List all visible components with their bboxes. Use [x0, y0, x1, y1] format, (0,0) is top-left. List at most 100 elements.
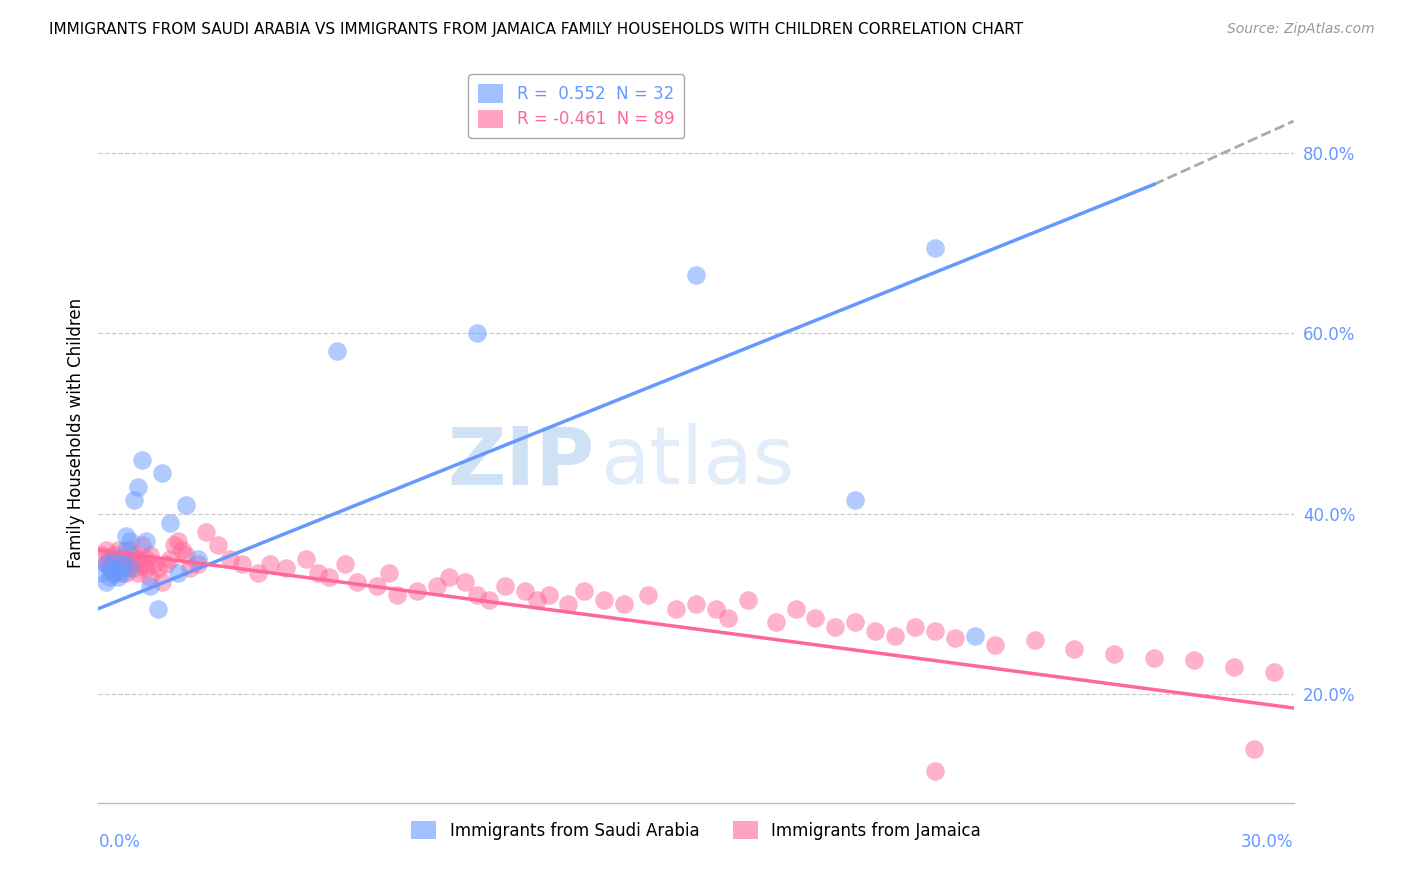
Text: IMMIGRANTS FROM SAUDI ARABIA VS IMMIGRANTS FROM JAMAICA FAMILY HOUSEHOLDS WITH C: IMMIGRANTS FROM SAUDI ARABIA VS IMMIGRAN… — [49, 22, 1024, 37]
Point — [274, 561, 297, 575]
Point — [187, 557, 209, 571]
Point — [1182, 653, 1205, 667]
Point — [904, 620, 927, 634]
Point — [115, 543, 138, 558]
Point — [139, 548, 162, 562]
Legend: Immigrants from Saudi Arabia, Immigrants from Jamaica: Immigrants from Saudi Arabia, Immigrants… — [405, 814, 987, 847]
Point — [131, 452, 153, 467]
Text: 30.0%: 30.0% — [1241, 833, 1294, 851]
Point — [844, 493, 866, 508]
Point — [737, 592, 759, 607]
Point — [135, 533, 157, 548]
Point — [704, 601, 727, 615]
Point — [96, 557, 118, 571]
Point — [637, 588, 659, 602]
Point — [785, 601, 807, 615]
Point — [135, 561, 157, 575]
Point — [924, 764, 946, 779]
Point — [366, 579, 388, 593]
Point — [943, 632, 966, 646]
Point — [103, 552, 125, 566]
Point — [231, 557, 253, 571]
Point — [120, 543, 142, 558]
Point — [665, 601, 688, 615]
Point — [139, 570, 162, 584]
Point — [115, 566, 138, 580]
Point — [1243, 741, 1265, 756]
Point — [346, 574, 368, 589]
Point — [103, 548, 125, 562]
Point — [91, 548, 114, 562]
Point — [513, 583, 536, 598]
Point — [98, 561, 122, 575]
Point — [98, 570, 122, 584]
Point — [159, 552, 181, 566]
Point — [111, 557, 134, 571]
Text: 0.0%: 0.0% — [98, 833, 141, 851]
Point — [1024, 633, 1046, 648]
Point — [131, 539, 153, 553]
Point — [335, 557, 357, 571]
Text: atlas: atlas — [600, 423, 794, 501]
Point — [135, 552, 157, 566]
Point — [426, 579, 449, 593]
Point — [526, 592, 548, 607]
Point — [187, 552, 209, 566]
Point — [385, 588, 409, 602]
Point — [195, 524, 218, 539]
Point — [984, 638, 1007, 652]
Point — [127, 566, 149, 580]
Point — [98, 552, 122, 566]
Point — [478, 592, 501, 607]
Point — [167, 566, 190, 580]
Point — [174, 548, 197, 562]
Point — [844, 615, 866, 630]
Point — [103, 566, 125, 580]
Point — [494, 579, 516, 593]
Point — [124, 493, 146, 508]
Point — [465, 326, 488, 341]
Point — [1263, 665, 1285, 679]
Point — [326, 344, 349, 359]
Point — [294, 552, 316, 566]
Point — [574, 583, 596, 598]
Point — [1063, 642, 1085, 657]
Point — [111, 561, 134, 575]
Point — [207, 539, 229, 553]
Point — [107, 570, 129, 584]
Point — [259, 557, 281, 571]
Y-axis label: Family Households with Children: Family Households with Children — [66, 298, 84, 567]
Point — [124, 548, 146, 562]
Point — [465, 588, 488, 602]
Point — [318, 570, 340, 584]
Point — [557, 597, 579, 611]
Point — [148, 561, 170, 575]
Point — [103, 566, 125, 580]
Point — [804, 611, 827, 625]
Point — [155, 557, 177, 571]
Point — [613, 597, 636, 611]
Point — [124, 561, 146, 575]
Point — [924, 241, 946, 255]
Point — [865, 624, 887, 639]
Point — [98, 561, 122, 575]
Point — [179, 561, 201, 575]
Point — [111, 557, 134, 571]
Point — [148, 601, 170, 615]
Point — [91, 566, 114, 580]
Point — [884, 629, 907, 643]
Point — [107, 561, 129, 575]
Point — [307, 566, 329, 580]
Point — [1104, 647, 1126, 661]
Point — [120, 557, 142, 571]
Point — [115, 529, 138, 543]
Point — [143, 557, 166, 571]
Text: Source: ZipAtlas.com: Source: ZipAtlas.com — [1227, 22, 1375, 37]
Point — [96, 543, 118, 558]
Point — [406, 583, 429, 598]
Point — [1143, 651, 1166, 665]
Point — [219, 552, 242, 566]
Point — [924, 624, 946, 639]
Point — [172, 543, 194, 558]
Point — [127, 480, 149, 494]
